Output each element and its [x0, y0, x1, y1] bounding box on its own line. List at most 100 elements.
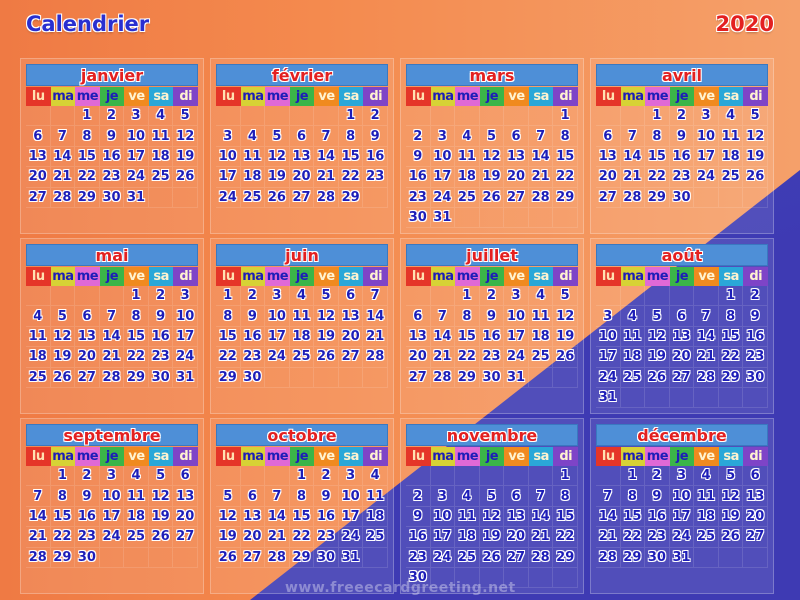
day-cell: 19 [479, 527, 505, 548]
watermark: www.freeecardgreeting.net [285, 580, 516, 596]
day-cell: 29 [620, 547, 646, 568]
empty-cell [553, 567, 578, 589]
day-cell: 29 [718, 367, 744, 388]
day-cell: 11 [455, 146, 480, 168]
day-cell: 14 [99, 326, 125, 348]
day-cell: 6 [75, 306, 100, 327]
day-cell: 21 [50, 167, 76, 188]
month-8: septembre lu ma me je ve sa di 1 2 3 4 5 6 7 8 9 10 11 12 13… [20, 418, 204, 594]
day-cell: 24 [596, 367, 621, 388]
empty-cell [363, 367, 388, 388]
weekday-row: lu ma me je ve sa di [216, 447, 388, 466]
weekday-di: di [553, 87, 578, 106]
month-11: décembre lu ma me je ve sa di 1 2 3 4 5 6 7 8 9 10 11 12 13 1… [590, 418, 774, 594]
empty-cell [553, 367, 578, 388]
empty-cell [265, 466, 290, 487]
day-cell: 30 [240, 367, 266, 388]
day-cell: 16 [75, 506, 100, 528]
day-cell: 17 [265, 326, 290, 348]
weekday-lu: lu [26, 87, 51, 106]
day-cell: 2 [645, 466, 670, 487]
day-cell: 21 [265, 527, 290, 548]
day-cell: 11 [289, 306, 315, 327]
weekday-sa: sa [718, 267, 744, 286]
month-7: août lu ma me je ve sa di 1 2 3 4 5 6 7 8 9 10 11 12 13 14 15 1… [590, 238, 774, 414]
day-cell: 9 [314, 486, 339, 507]
day-cell: 9 [148, 306, 174, 327]
day-cell: 8 [718, 306, 744, 327]
empty-cell [645, 387, 670, 409]
day-cell: 26 [645, 367, 670, 388]
day-cell: 4 [718, 106, 744, 127]
day-cell: 20 [173, 506, 198, 528]
day-cell: 6 [743, 466, 768, 487]
day-cell: 16 [240, 326, 266, 348]
day-cell: 6 [240, 486, 266, 507]
empty-cell [265, 106, 290, 127]
empty-cell [240, 466, 266, 487]
day-cell: 28 [265, 547, 290, 568]
empty-cell [479, 466, 505, 487]
day-cell: 12 [314, 306, 339, 327]
weekday-ve: ve [694, 267, 719, 286]
day-cell: 26 [718, 527, 744, 548]
day-cell: 20 [406, 347, 431, 368]
day-cell: 24 [338, 527, 364, 548]
month-10: novembre lu ma me je ve sa di 1 2 3 4 5 6 7 8 9 10 11 12 13 1… [400, 418, 584, 594]
day-cell: 4 [455, 486, 480, 507]
empty-cell [173, 187, 198, 208]
day-cell: 4 [363, 466, 388, 487]
day-cell: 21 [528, 167, 554, 188]
empty-cell [99, 547, 125, 568]
day-cell: 18 [289, 326, 315, 348]
day-cell: 25 [363, 527, 388, 548]
weekday-ve: ve [124, 447, 149, 466]
day-cell: 21 [528, 527, 554, 548]
weekday-me: me [75, 267, 100, 286]
day-cell: 7 [99, 306, 125, 327]
day-cell: 9 [669, 126, 695, 147]
empty-cell [148, 187, 174, 208]
weekday-me: me [265, 267, 290, 286]
weekday-di: di [553, 447, 578, 466]
day-cell: 20 [504, 527, 529, 548]
day-cell: 12 [265, 146, 290, 168]
day-cell: 9 [479, 306, 505, 327]
weekday-je: je [669, 87, 695, 106]
day-cell: 31 [596, 387, 621, 409]
empty-cell [620, 106, 646, 127]
empty-cell [479, 207, 505, 229]
empty-cell [430, 106, 456, 127]
day-cell: 9 [645, 486, 670, 507]
day-cell: 11 [363, 486, 388, 507]
day-cell: 7 [528, 486, 554, 507]
weekday-me: me [455, 447, 480, 466]
day-cell: 4 [148, 106, 174, 127]
day-cell: 28 [99, 367, 125, 388]
day-cell: 10 [596, 326, 621, 348]
day-cell: 11 [528, 306, 554, 327]
days-grid: 1 2 3 4 5 6 7 8 9 10 11 12 13 14 15 16 17 18 19 20 21 22 23 24 2… [216, 286, 388, 388]
weekday-di: di [363, 87, 388, 106]
month-name: janvier [26, 64, 198, 86]
day-cell: 8 [620, 486, 646, 507]
day-cell: 12 [479, 506, 505, 528]
day-cell: 22 [553, 167, 578, 188]
day-cell: 23 [314, 527, 339, 548]
day-cell: 23 [148, 347, 174, 368]
empty-cell [363, 187, 388, 208]
day-cell: 5 [265, 126, 290, 147]
weekday-ve: ve [124, 267, 149, 286]
day-cell: 13 [75, 326, 100, 348]
day-cell: 31 [430, 207, 456, 229]
day-cell: 30 [99, 187, 125, 208]
month-name: août [596, 244, 768, 266]
day-cell: 21 [596, 527, 621, 548]
day-cell: 17 [338, 506, 364, 528]
weekday-sa: sa [718, 87, 744, 106]
day-cell: 19 [743, 146, 768, 168]
weekday-ve: ve [314, 267, 339, 286]
day-cell: 22 [455, 347, 480, 368]
day-cell: 23 [75, 527, 100, 548]
empty-cell [743, 547, 768, 568]
